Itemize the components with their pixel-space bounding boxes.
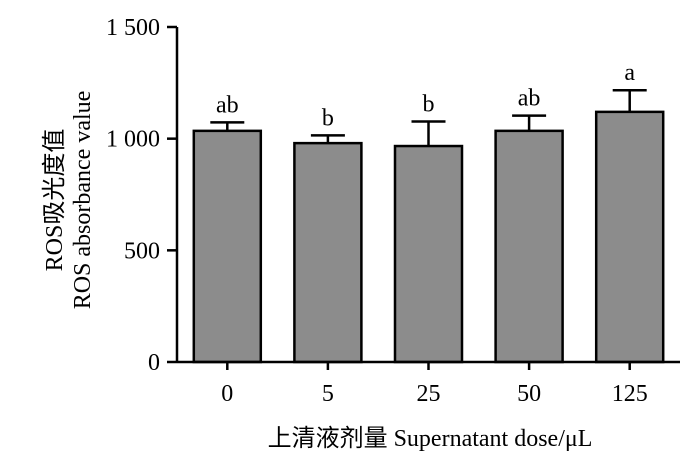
error-bars-group	[210, 88, 647, 147]
y-axis-title-chinese: ROS吸光度值	[41, 129, 68, 272]
x-tick-label-25: 25	[417, 381, 441, 407]
bar-5	[293, 141, 363, 364]
bar-25	[393, 144, 464, 364]
bars-group	[192, 110, 665, 364]
bar-0	[192, 129, 263, 364]
y-tick-label-1500: 1 500	[106, 15, 160, 41]
bar-125	[594, 110, 665, 364]
significance-label-50: ab	[518, 86, 541, 112]
significance-label-0: ab	[216, 92, 239, 118]
y-axis-title-english: ROS absorbance value	[70, 91, 96, 310]
bar-50	[494, 129, 564, 364]
y-axis-title: ROS吸光度值 ROS absorbance value	[41, 91, 96, 310]
y-tick-label-0: 0	[148, 350, 160, 376]
y-ticks-group: 0 500 1 000 1 500	[106, 15, 177, 376]
significance-label-25: b	[423, 91, 435, 117]
y-tick-label-500: 500	[124, 238, 160, 264]
x-axis-title: 上清液剂量 Supernatant dose/μL	[268, 425, 593, 452]
x-tick-label-5: 5	[322, 381, 334, 407]
x-tick-label-50: 50	[517, 381, 541, 407]
significance-labels-group: ab b b ab a	[216, 60, 635, 131]
x-ticks-group: 0 5 25 50 125	[221, 362, 648, 407]
significance-label-5: b	[322, 105, 334, 131]
significance-label-125: a	[624, 60, 635, 86]
x-tick-label-0: 0	[221, 381, 233, 407]
y-tick-label-1000: 1 000	[106, 127, 160, 153]
x-tick-label-125: 125	[612, 381, 648, 407]
